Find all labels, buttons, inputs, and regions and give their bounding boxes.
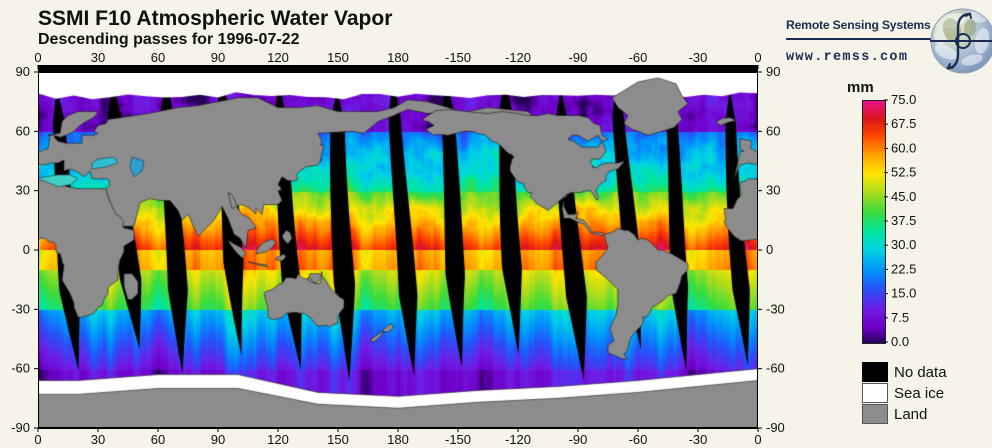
- svg-text:180: 180: [387, 50, 409, 65]
- svg-text:0: 0: [34, 432, 41, 447]
- svg-text:15.0: 15.0: [891, 286, 916, 301]
- svg-text:52.5: 52.5: [891, 165, 916, 180]
- svg-text:-30: -30: [11, 301, 30, 316]
- svg-text:75.0: 75.0: [891, 92, 916, 107]
- svg-text:150: 150: [327, 432, 349, 447]
- svg-text:90: 90: [16, 64, 30, 79]
- svg-text:7.5: 7.5: [891, 310, 909, 325]
- svg-text:-120: -120: [505, 50, 531, 65]
- svg-text:30: 30: [766, 183, 780, 198]
- svg-text:-90: -90: [569, 432, 588, 447]
- svg-text:-30: -30: [766, 301, 785, 316]
- svg-text:22.5: 22.5: [891, 261, 916, 276]
- svg-text:37.5: 37.5: [891, 213, 916, 228]
- svg-text:60: 60: [151, 50, 165, 65]
- svg-text:90: 90: [766, 64, 780, 79]
- svg-text:-60: -60: [766, 361, 785, 376]
- svg-text:-150: -150: [445, 432, 471, 447]
- svg-text:-60: -60: [629, 432, 648, 447]
- svg-text:0: 0: [34, 50, 41, 65]
- svg-text:-90: -90: [569, 50, 588, 65]
- svg-text:0: 0: [766, 242, 773, 257]
- svg-text:60.0: 60.0: [891, 140, 916, 155]
- svg-text:90: 90: [211, 432, 225, 447]
- svg-text:90: 90: [211, 50, 225, 65]
- svg-text:150: 150: [327, 50, 349, 65]
- svg-text:0: 0: [754, 50, 761, 65]
- svg-text:0: 0: [23, 242, 30, 257]
- svg-text:120: 120: [267, 50, 289, 65]
- svg-text:-30: -30: [689, 432, 708, 447]
- svg-text:60: 60: [16, 123, 30, 138]
- svg-text:-90: -90: [766, 420, 785, 435]
- svg-text:-60: -60: [11, 361, 30, 376]
- svg-text:180: 180: [387, 432, 409, 447]
- svg-text:0: 0: [754, 432, 761, 447]
- svg-text:60: 60: [151, 432, 165, 447]
- svg-text:-120: -120: [505, 432, 531, 447]
- svg-text:120: 120: [267, 432, 289, 447]
- svg-text:-60: -60: [629, 50, 648, 65]
- svg-text:45.0: 45.0: [891, 189, 916, 204]
- svg-text:-30: -30: [689, 50, 708, 65]
- svg-text:30: 30: [91, 50, 105, 65]
- svg-text:60: 60: [766, 123, 780, 138]
- svg-text:-150: -150: [445, 50, 471, 65]
- svg-text:67.5: 67.5: [891, 116, 916, 131]
- svg-text:0.0: 0.0: [891, 334, 909, 349]
- svg-text:-90: -90: [11, 420, 30, 435]
- svg-text:30: 30: [91, 432, 105, 447]
- svg-text:30: 30: [16, 183, 30, 198]
- svg-text:30.0: 30.0: [891, 237, 916, 252]
